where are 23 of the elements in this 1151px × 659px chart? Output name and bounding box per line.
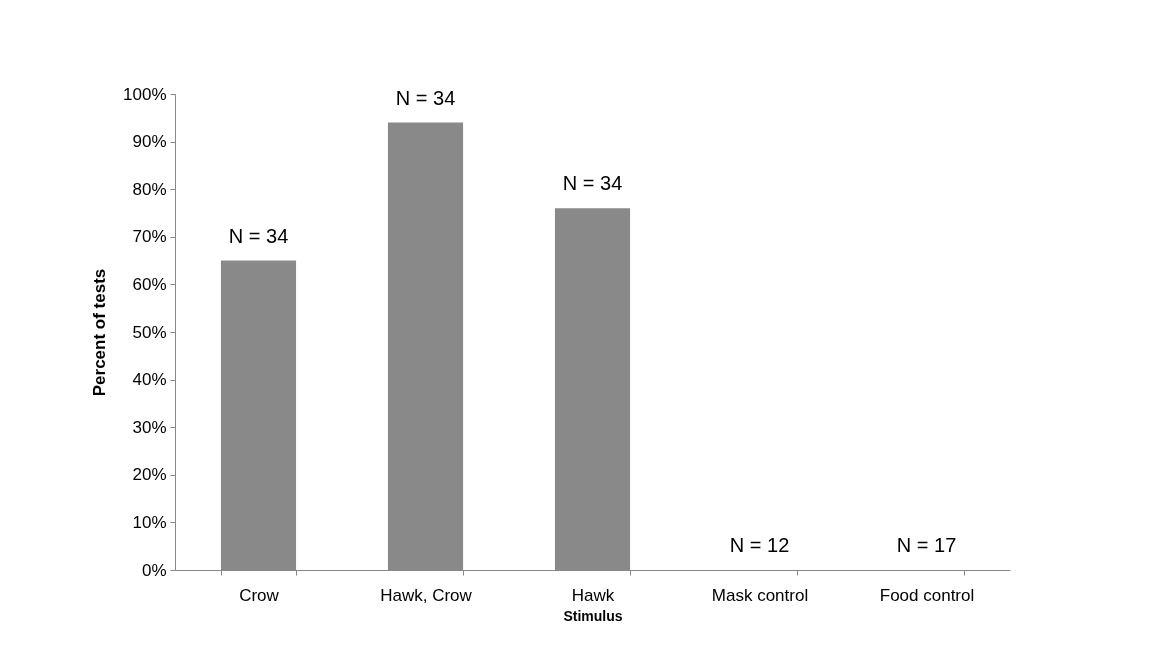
annotation: N = 34 bbox=[228, 224, 289, 247]
x-tick-label: Crow bbox=[239, 585, 280, 605]
x-tick-label: Food control bbox=[879, 585, 975, 605]
x-tick-label: Mask control bbox=[711, 585, 809, 605]
y-tick-label: 40% bbox=[132, 370, 167, 390]
y-tick-label: 70% bbox=[132, 227, 167, 247]
y-tick-label: 10% bbox=[132, 512, 167, 532]
y-tick-label: 20% bbox=[132, 465, 167, 485]
annotation: N = 34 bbox=[562, 172, 623, 195]
y-tick-label: 0% bbox=[141, 560, 167, 580]
y-tick-label: 30% bbox=[132, 417, 167, 437]
y-tick-label: 90% bbox=[132, 132, 167, 152]
y-tick-label: 50% bbox=[132, 322, 167, 342]
x-tick-label: Hawk bbox=[571, 585, 615, 605]
y-tick-label: 60% bbox=[132, 274, 167, 294]
x-tick-label: Hawk, Crow bbox=[380, 585, 473, 605]
y-tick-label: 80% bbox=[132, 179, 167, 199]
y-tick-label: 100% bbox=[123, 84, 167, 104]
y-axis-title: Percent of tests bbox=[90, 268, 110, 397]
x-axis-title: Stimulus bbox=[563, 607, 623, 624]
annotation: N = 17 bbox=[896, 534, 957, 556]
annotation: N = 34 bbox=[395, 86, 456, 109]
annotation: N = 12 bbox=[729, 534, 790, 556]
